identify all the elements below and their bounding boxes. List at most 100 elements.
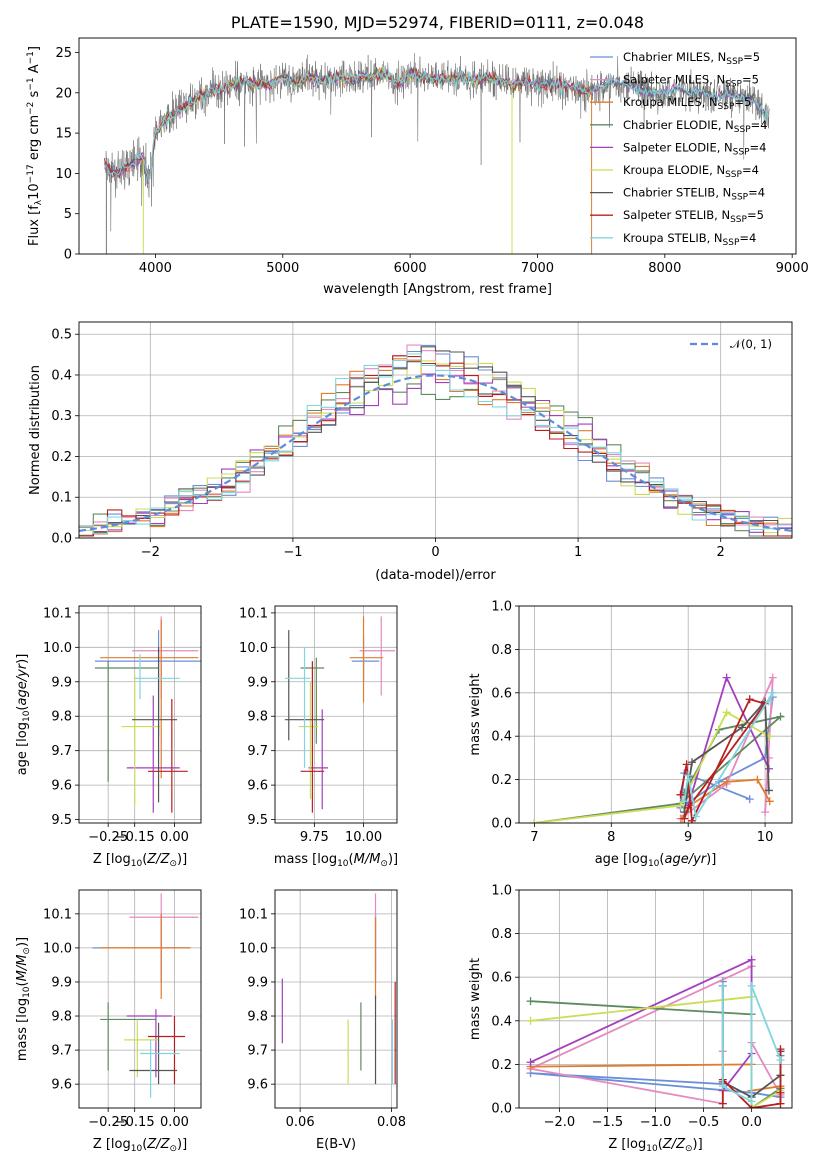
spectrum-x-label: wavelength [Angstrom, rest frame]	[323, 282, 552, 297]
label-part: )]	[693, 1137, 703, 1152]
y-tick-label: 25	[55, 46, 72, 61]
legend-entry: Kroupa ELODIE, NSSP=4	[623, 163, 759, 180]
label-part: Kroupa STELIB, N	[623, 231, 723, 245]
weight-vs-Z-panel: −2.0 −1.5 −1.0 −0.5 0.0 0.0 0.2 0.4 0.6 0.8 1.0	[491, 884, 793, 1130]
mass-weight-marker	[684, 803, 693, 812]
mass-vs-Z-panel-x-label: Z [log10(Z/Z⊙)]	[93, 1137, 187, 1154]
label-script: 10	[22, 986, 32, 998]
label-part: )]	[388, 852, 398, 867]
weight-vs-age-panel-y-label: mass weight	[468, 673, 483, 755]
y-tick-label: 10.1	[43, 606, 72, 621]
x-tick-label: −1	[283, 545, 302, 560]
axes-frame: −0.25−0.15 0.00 9.6 9.7 9.8 9.9 10.0 10.1	[43, 889, 202, 1130]
axes-border	[78, 37, 797, 255]
y-tick-label: 20	[55, 86, 72, 101]
x-tick-label: −2	[141, 545, 160, 560]
label-part: =5	[734, 95, 751, 109]
age-vs-Z-panel-y-label: age [log10(age/yr)]	[15, 654, 32, 776]
residuals-panel: −2 −1 0 1 2 0.0 0.1 0.2 0.3 0.4 0.5 𝒩(0, 1)	[51, 321, 793, 560]
y-tick-label: 0.8	[491, 643, 512, 658]
y-tick-label: 9.8	[247, 710, 268, 725]
legend-entry: Chabrier MILES, NSSP=5	[623, 50, 760, 67]
mass-weight-line	[721, 985, 782, 1103]
y-tick-label: 10.0	[43, 641, 72, 656]
label-part: )]	[15, 654, 30, 664]
residual-histogram	[79, 344, 792, 528]
residuals-x-label: (data-model)/error	[375, 568, 496, 583]
axes-frame: 0.06 0.08 9.6 9.7 9.8 9.9 10.0 10.1	[239, 889, 406, 1130]
y-tick-label: 9.6	[51, 1078, 72, 1093]
label-part: Salpeter STELIB, N	[623, 208, 730, 222]
plot-area	[79, 344, 792, 537]
plot-area	[94, 616, 201, 813]
y-tick-label: 9.7	[51, 1044, 72, 1059]
label-part: Z [log	[608, 1137, 646, 1152]
label-script: SSP	[731, 193, 748, 203]
y-tick-label: 9.9	[247, 975, 268, 990]
label-part: age/yr	[15, 662, 30, 705]
label-part: )]	[177, 1137, 187, 1152]
plot-area	[92, 893, 199, 1098]
label-part: Kroupa MILES, N	[623, 95, 718, 109]
axes-border	[78, 605, 202, 824]
plot-area	[281, 893, 396, 1085]
x-tick-label: 5000	[266, 261, 299, 276]
x-tick-label: 9.75	[300, 830, 329, 845]
mass-weight-marker	[684, 771, 693, 780]
label-script: SSP	[718, 102, 735, 112]
mass-weight-marker	[745, 795, 754, 804]
weight-vs-age-panel: 7 8 9 10 0.0 0.2 0.4 0.6 0.8 1.0	[491, 600, 793, 845]
y-tick-label: 9.7	[247, 1044, 268, 1059]
label-script: 10	[648, 859, 660, 869]
y-tick-label: 10.0	[239, 641, 268, 656]
label-part: =4	[748, 186, 765, 200]
label-part: (	[658, 1137, 663, 1152]
label-script: ⊙	[169, 859, 177, 869]
mass-weight-marker	[718, 1099, 727, 1108]
y-tick-label: 0.5	[51, 328, 72, 343]
mass-weight-marker	[718, 981, 727, 990]
mass-weight-marker	[718, 1082, 727, 1091]
label-part: M/M	[354, 852, 381, 867]
x-tick-label: 0.08	[377, 1115, 406, 1130]
legend-entry: Salpeter ELODIE, NSSP=4	[623, 140, 766, 157]
weight-vs-Z-panel-y-label: mass weight	[468, 958, 483, 1040]
label-part: )]	[706, 852, 716, 867]
y-tick-label: 0	[64, 248, 72, 263]
legend-entry: Chabrier ELODIE, NSSP=4	[623, 118, 768, 135]
x-tick-label: 6000	[394, 261, 427, 276]
y-tick-label: 10.1	[43, 907, 72, 922]
label-part: (	[659, 852, 664, 867]
label-part: mass [log	[15, 998, 30, 1061]
y-tick-label: 5	[64, 207, 72, 222]
label-part: Z/Z	[146, 1137, 170, 1152]
mass-weight-marker	[764, 753, 773, 762]
label-part: erg cm	[27, 115, 42, 164]
weight-vs-age-panel-x-label: age [log10(age/yr)]	[595, 852, 717, 869]
label-part: Chabrier STELIB, N	[623, 186, 731, 200]
mass-weight-marker	[526, 997, 535, 1006]
legend-entry: Salpeter MILES, NSSP=5	[623, 73, 759, 90]
mass-weight-marker	[776, 1056, 785, 1065]
label-part: Z [log	[93, 852, 131, 867]
label-script: −17	[26, 164, 36, 183]
axes-frame: −2 −1 0 1 2 0.0 0.1 0.2 0.3 0.4 0.5 𝒩(0, 1)	[51, 321, 793, 560]
label-part: A	[27, 64, 42, 77]
age-vs-mass-panel: 9.75 10.00 9.5 9.6 9.7 9.8 9.9 10.0 10.1	[239, 605, 398, 845]
label-part: (	[142, 1137, 147, 1152]
label-part: ]	[27, 46, 42, 51]
y-tick-label: 9.7	[51, 744, 72, 759]
mass-weight-marker	[765, 797, 774, 806]
y-tick-label: 10.0	[43, 941, 72, 956]
x-tick-label: 0.0	[741, 1115, 762, 1130]
label-part: Z/Z	[662, 1137, 686, 1152]
label-script: 10	[22, 710, 32, 722]
x-tick-label: 0.00	[160, 830, 189, 845]
axes-frame: 4000 5000 6000 7000 8000 9000 0 5 10 15 20 25 Chabri…	[55, 37, 809, 276]
label-part: Kroupa ELODIE, N	[623, 163, 725, 177]
label-part: Flux [f	[27, 205, 42, 246]
label-part: )]	[15, 937, 30, 947]
label-part: Z [log	[93, 1137, 131, 1152]
y-tick-label: 10.0	[239, 941, 268, 956]
